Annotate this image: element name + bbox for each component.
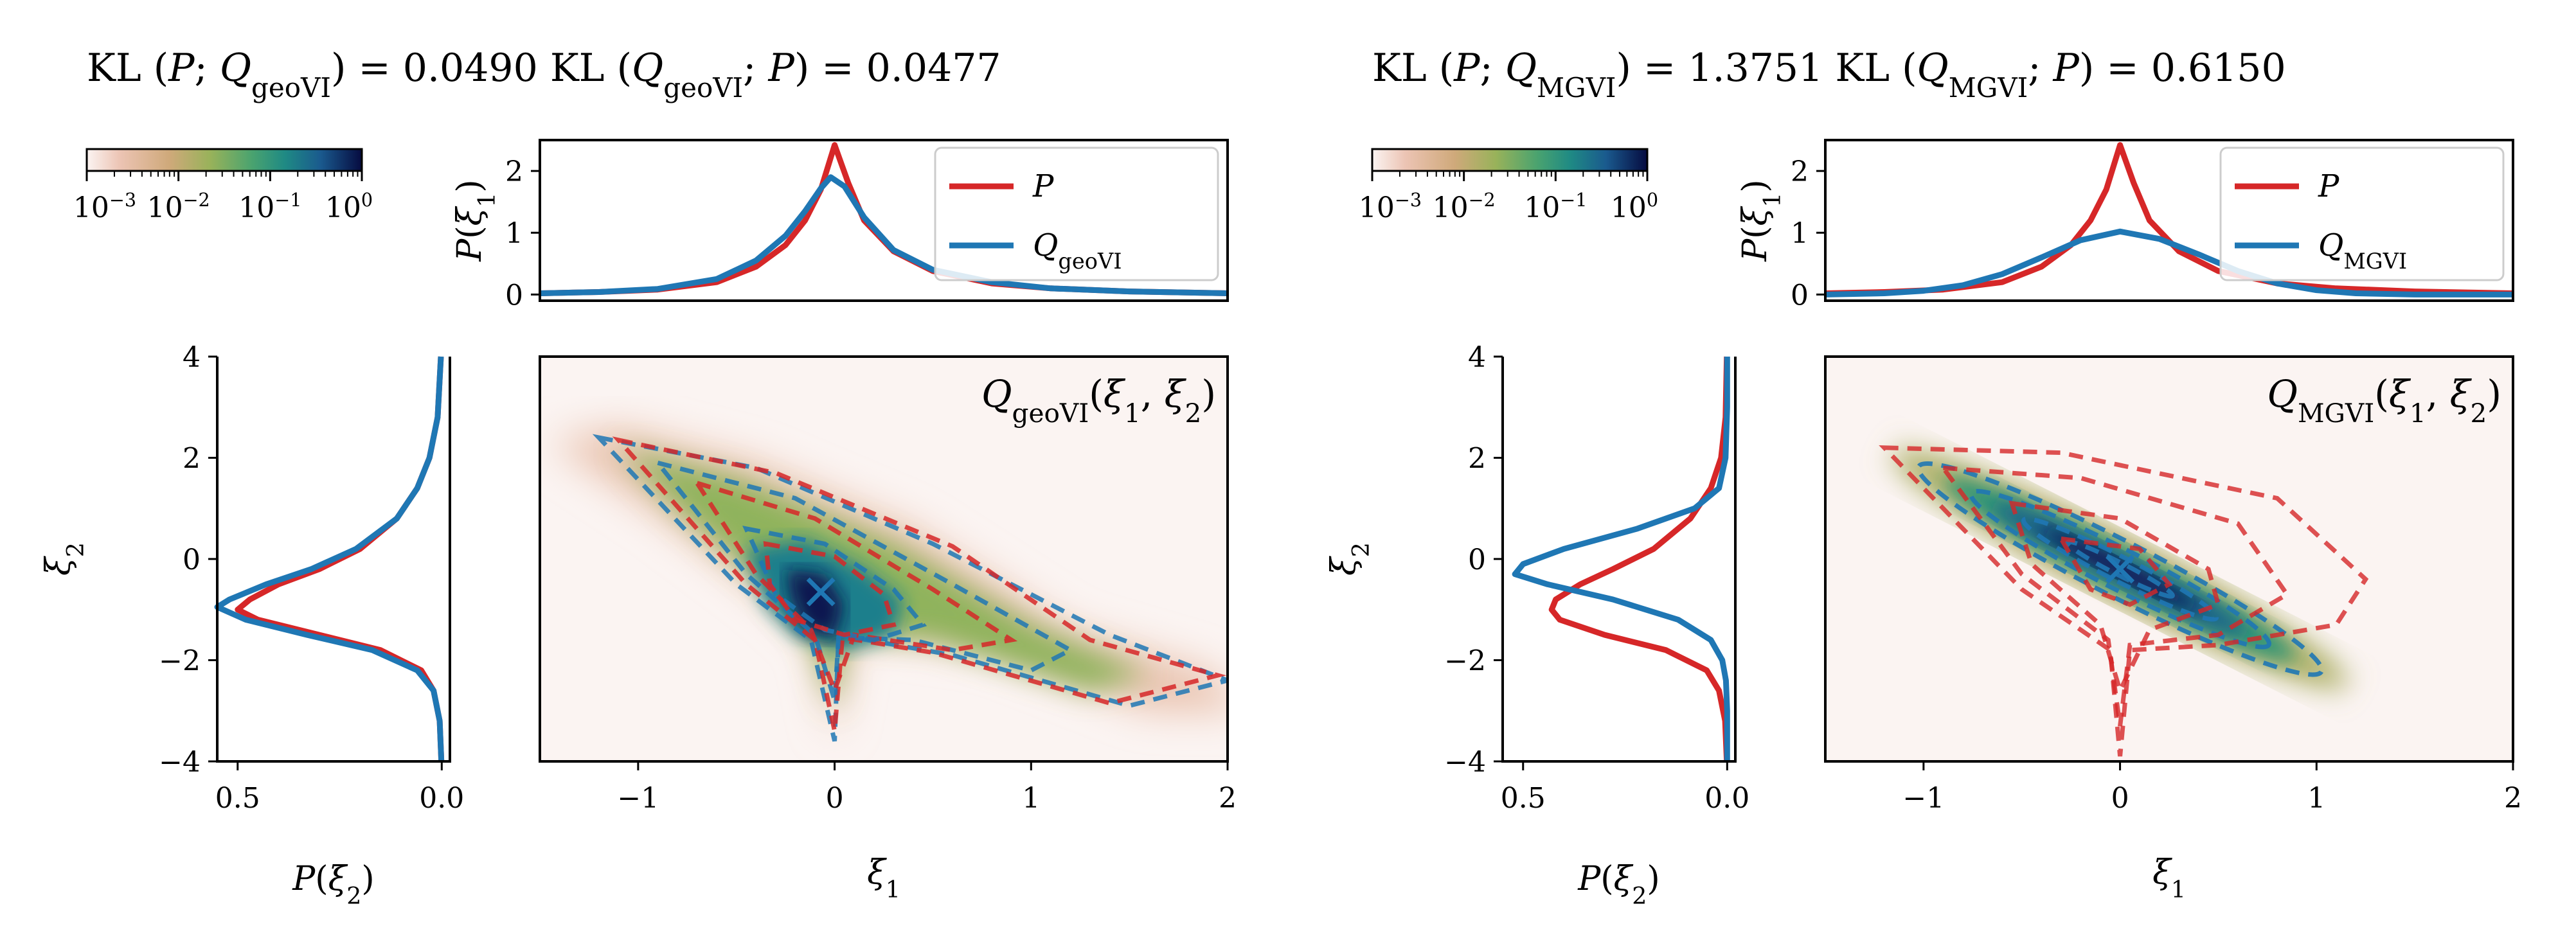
left-marginal-xtick-label: 0.0: [419, 782, 464, 815]
top-marginal-line-q: [1825, 228, 2513, 297]
joint-xtick-label: 2: [2504, 782, 2522, 815]
density-level-4: [785, 569, 845, 640]
contour-q-1: [1969, 488, 2272, 650]
colorbar: [87, 149, 362, 171]
contour-q-2: [2021, 517, 2219, 622]
top-marginal-ytick-label: 2: [505, 155, 523, 188]
colorbar-tick-label: 100: [325, 189, 373, 224]
top-marginal-ytick-label: 0: [1791, 279, 1809, 312]
contour-q-2: [652, 459, 1075, 702]
legend-label-q: QMGVI: [2318, 227, 2407, 274]
colorbar-frame: [1371, 148, 1649, 172]
left-marginal-ylabel: ξ2: [39, 542, 89, 576]
joint-annotation: QMGVI(ξ1, ξ2): [2267, 372, 2501, 429]
left-marginal-ytick-label: 0: [1468, 544, 1486, 576]
colorbar-tick-label: 10−1: [238, 189, 301, 224]
left-marginal-ytick-label: 2: [183, 443, 201, 475]
colorbar-frame: [85, 148, 363, 172]
joint-xtick-label: −1: [1902, 782, 1944, 815]
colorbar-tick-label: 10−3: [1359, 189, 1422, 224]
contour-p-1: [612, 436, 1227, 732]
left-marginal-ytick-label: 4: [1468, 341, 1486, 374]
joint-annotation: QgeoVI(ξ1, ξ2): [981, 372, 1216, 429]
panel-title: KL (P; QMGVI) = 1.3751 KL (QMGVI; P) = 0…: [1372, 46, 2286, 103]
left-marginal-xlabel: P(ξ2): [1577, 860, 1659, 910]
top-marginal-ytick-label: 2: [1791, 155, 1809, 188]
panel-mgvi: KL (P; QMGVI) = 1.3751 KL (QMGVI; P) = 0…: [1325, 46, 2522, 910]
contour-q-0: [592, 434, 1228, 742]
legend-label-q: QgeoVI: [1033, 227, 1122, 274]
left-marginal-line-p: [1548, 356, 1730, 762]
top-marginal-ytick-label: 0: [505, 279, 523, 312]
contour-p-1: [1938, 465, 2291, 727]
colorbar-tick-label: 10−3: [73, 189, 136, 224]
left-marginal-xtick-label: 0.5: [1501, 782, 1546, 815]
left-marginal-xtick-label: 0.0: [1704, 782, 1749, 815]
left-marginal-ytick-label: −4: [1444, 746, 1486, 779]
joint-xlabel: ξ1: [867, 853, 900, 903]
joint-xtick-label: 0: [2111, 782, 2129, 815]
left-marginal-line-q: [214, 356, 445, 762]
left-marginal-ytick-label: −2: [1444, 645, 1486, 678]
legend-label-p: P: [1032, 168, 1054, 204]
top-marginal-ytick-label: 1: [1791, 217, 1809, 250]
density-level-2: [618, 447, 1149, 711]
left-marginal-ytick-label: −4: [159, 746, 201, 779]
joint-xtick-label: 1: [1022, 782, 1040, 815]
joint-xlabel: ξ1: [2152, 853, 2186, 903]
colorbar-tick-label: 10−2: [1433, 189, 1496, 224]
contour-q-0: [1916, 461, 2324, 677]
contour-p-3: [2057, 536, 2173, 607]
colorbar-tick-label: 10−1: [1524, 189, 1587, 224]
contour-p-0: [1879, 445, 2369, 757]
legend-label-p: P: [2318, 168, 2339, 204]
top-marginal-frame: [539, 139, 1229, 302]
colorbar-tick-label: 100: [1611, 189, 1658, 224]
mode-marker: [806, 577, 836, 607]
left-marginal-ytick-label: −2: [159, 645, 201, 678]
colorbar-tick-label: 10−2: [147, 189, 210, 224]
joint-xtick-label: −1: [617, 782, 659, 815]
joint-frame: [539, 355, 1229, 763]
left-marginal-xtick-label: 0.5: [215, 782, 260, 815]
joint-xtick-label: 1: [2307, 782, 2325, 815]
panel-title: KL (P; QgeoVI) = 0.0490 KL (QgeoVI; P) =…: [87, 46, 1001, 103]
joint-xtick-label: 0: [826, 782, 844, 815]
left-marginal-ytick-label: 0: [183, 544, 201, 576]
panel-geovi: KL (P; QgeoVI) = 0.0490 KL (QgeoVI; P) =…: [39, 46, 1237, 910]
left-marginal-line-q: [1512, 357, 1730, 761]
top-marginal-frame: [1824, 139, 2514, 302]
left-marginal-xlabel: P(ξ2): [292, 860, 374, 910]
mode-marker: [2106, 554, 2135, 584]
top-marginal-ylabel: P(ξ1): [1736, 179, 1786, 262]
top-marginal-ylabel: P(ξ1): [451, 179, 501, 262]
left-marginal-ylabel: ξ2: [1325, 542, 1375, 576]
joint-xtick-label: 2: [1219, 782, 1237, 815]
top-marginal-ytick-label: 1: [505, 217, 523, 250]
contour-p-2: [2008, 501, 2221, 697]
left-marginal-ytick-label: 2: [1468, 443, 1486, 475]
joint-frame: [1824, 355, 2514, 763]
left-marginal-ytick-label: 4: [183, 341, 201, 374]
colorbar: [1372, 149, 1647, 171]
contour-p-5: [763, 541, 897, 637]
top-marginal-line-q: [539, 174, 1228, 296]
